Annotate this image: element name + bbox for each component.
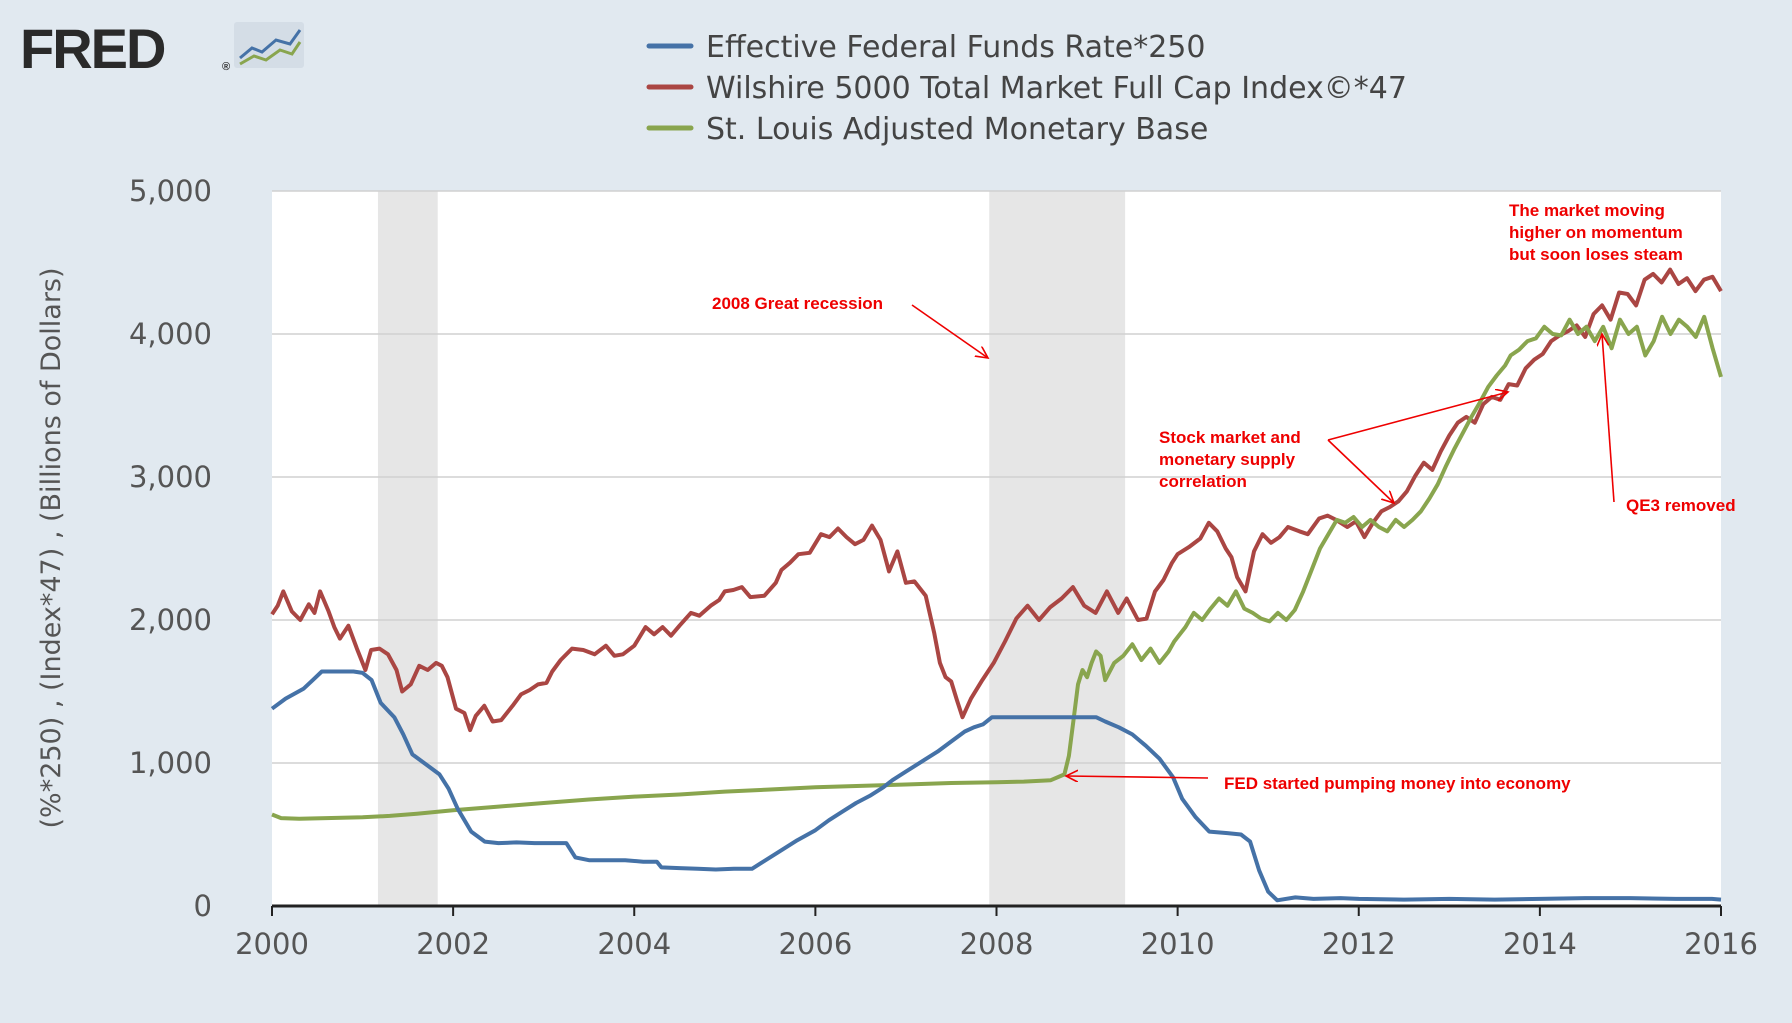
recession-band-2: [989, 191, 1126, 906]
fred-logo-graph-icon: [234, 22, 304, 68]
x-tick-label: 2016: [1684, 927, 1758, 961]
fred-logo-registered: ®: [222, 61, 230, 73]
y-tick-label: 0: [194, 889, 212, 923]
x-tick-label: 2006: [778, 927, 852, 961]
y-tick-label: 5,000: [129, 174, 212, 208]
fred-logo: FRED ®: [20, 17, 304, 80]
series-line-monetary-base: [271, 314, 1723, 821]
gridlines: [272, 190, 1721, 764]
arrow-fed-pumping: [1066, 776, 1209, 778]
series-line-wilshire: [270, 267, 1723, 733]
annotation-fed-pumping: FED started pumping money into economy: [1224, 774, 1571, 793]
arrow-great-recession: [911, 304, 988, 358]
x-tick-label: 2014: [1503, 927, 1577, 961]
y-tick-label: 3,000: [129, 460, 212, 494]
annotation-correlation-line-3: correlation: [1159, 472, 1247, 491]
series-line-fed-funds: [270, 669, 1722, 903]
x-tick-label: 2012: [1322, 927, 1396, 961]
recession-bands: [377, 191, 1126, 906]
y-tick-label: 2,000: [129, 603, 212, 637]
x-tick-label: 2004: [597, 927, 671, 961]
y-tick-label: 4,000: [129, 317, 212, 351]
x-tick-label: 2008: [960, 927, 1034, 961]
annotation-great-recession: 2008 Great recession: [712, 294, 883, 313]
arrow-correlation-1: [1327, 439, 1394, 503]
legend-label-fed-funds: Effective Federal Funds Rate*250: [706, 30, 1205, 65]
annotation-momentum-line-1: The market moving: [1509, 201, 1665, 220]
x-axis-ticks: 2000 2002 2004 2006 2008 2010 2012 2014 2016: [235, 906, 1758, 961]
annotation-qe3: QE3 removed: [1626, 496, 1736, 515]
x-tick-label: 2002: [416, 927, 490, 961]
annotation-momentum-line-2: higher on momentum: [1509, 223, 1683, 242]
recession-band-1: [377, 191, 438, 906]
annotation-correlation-line-2: monetary supply: [1159, 450, 1296, 469]
series-lines: [270, 267, 1723, 903]
y-tick-label: 1,000: [129, 746, 212, 780]
legend-label-wilshire: Wilshire 5000 Total Market Full Cap Inde…: [706, 71, 1407, 106]
arrow-qe3: [1602, 334, 1615, 503]
y-axis-ticks: 0 1,000 2,000 3,000 4,000 5,000: [129, 174, 212, 923]
legend-label-monetary-base: St. Louis Adjusted Monetary Base: [706, 112, 1208, 147]
x-tick-label: 2010: [1141, 927, 1215, 961]
legend: Effective Federal Funds Rate*250 Wilshire…: [646, 30, 1407, 147]
annotation-correlation-line-1: Stock market and: [1159, 428, 1301, 447]
y-axis-label: (%*250) , (Index*47) , (Billions of Doll…: [36, 267, 67, 828]
arrow-correlation-2: [1327, 392, 1508, 441]
annotations: FED started pumping money into economy 2…: [712, 201, 1736, 793]
annotation-momentum-line-3: but soon loses steam: [1509, 245, 1683, 264]
x-tick-label: 2000: [235, 927, 309, 961]
fred-logo-text: FRED: [20, 17, 165, 80]
